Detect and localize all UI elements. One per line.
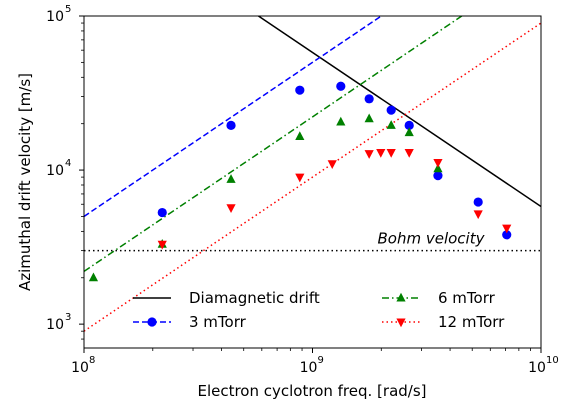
plot-area — [84, 16, 541, 348]
data-point-2-3 — [327, 160, 337, 169]
legend: Diamagnetic drift 6 mTorr 3 mTorr 12 mTorr — [133, 289, 505, 331]
data-point-1-6 — [386, 120, 396, 129]
data-point-2-0 — [157, 240, 167, 250]
y-tick-exponent-0: 3 — [65, 312, 71, 323]
data-point-0-3 — [336, 81, 346, 91]
data-point-1-0 — [88, 272, 99, 282]
y-tick-label-2: 10 — [46, 9, 64, 25]
legend-label-2: 3 mTorr — [189, 313, 247, 331]
data-point-0-1 — [226, 120, 236, 130]
x-tick-exponent-0: 8 — [89, 355, 95, 366]
legend-label-1: 6 mTorr — [438, 289, 496, 307]
data-point-0-0 — [157, 207, 167, 218]
y-axis-label: Azimuthal drift velocity [m/s] — [16, 73, 34, 291]
data-point-2-5 — [376, 149, 386, 158]
data-point-1-7 — [404, 127, 414, 137]
data-point-2-9 — [473, 210, 483, 220]
legend-label-3: 12 mTorr — [438, 313, 505, 331]
data-point-0-6 — [404, 120, 414, 130]
legend-marker-2 — [147, 317, 157, 327]
data-point-2-8 — [433, 159, 443, 168]
x-tick-label-0: 10 — [71, 360, 89, 376]
data-markers — [88, 81, 512, 282]
x-tick-label-1: 10 — [300, 360, 318, 376]
data-point-2-2 — [295, 173, 305, 183]
data-point-0-7 — [433, 171, 443, 181]
bohm-velocity-annotation: Bohm velocity — [377, 229, 485, 247]
x-tick-exponent-2: 10 — [546, 355, 559, 366]
data-point-2-7 — [404, 149, 414, 158]
data-point-2-6 — [386, 149, 396, 158]
x-axis-label: Electron cyclotron freq. [rad/s] — [197, 382, 426, 400]
legend-marker-3 — [396, 318, 406, 328]
reference-line-4 — [84, 22, 541, 332]
data-point-1-4 — [336, 116, 346, 126]
data-point-0-2 — [295, 85, 305, 95]
data-point-2-1 — [226, 204, 236, 213]
data-point-0-8 — [473, 197, 483, 207]
data-point-1-3 — [295, 131, 305, 141]
data-point-2-4 — [364, 150, 374, 159]
legend-marker-1 — [396, 292, 406, 302]
reference-line-3 — [84, 16, 463, 273]
x-tick-exponent-1: 9 — [318, 355, 324, 366]
data-point-1-5 — [364, 113, 374, 123]
y-tick-label-0: 10 — [46, 317, 64, 333]
data-point-0-5 — [386, 105, 396, 115]
data-point-1-2 — [226, 174, 236, 183]
legend-label-0: Diamagnetic drift — [189, 289, 320, 307]
y-tick-exponent-2: 5 — [65, 4, 71, 15]
reference-line-2 — [84, 16, 382, 218]
y-tick-label-1: 10 — [46, 163, 64, 179]
x-tick-label-2: 10 — [528, 360, 546, 376]
reference-line-0 — [258, 16, 541, 208]
data-point-0-4 — [364, 94, 374, 104]
y-tick-exponent-1: 4 — [65, 158, 71, 169]
data-point-2-10 — [502, 224, 512, 234]
data-point-1-8 — [433, 163, 443, 173]
reference-lines — [84, 16, 541, 332]
data-point-0-9 — [502, 230, 512, 240]
